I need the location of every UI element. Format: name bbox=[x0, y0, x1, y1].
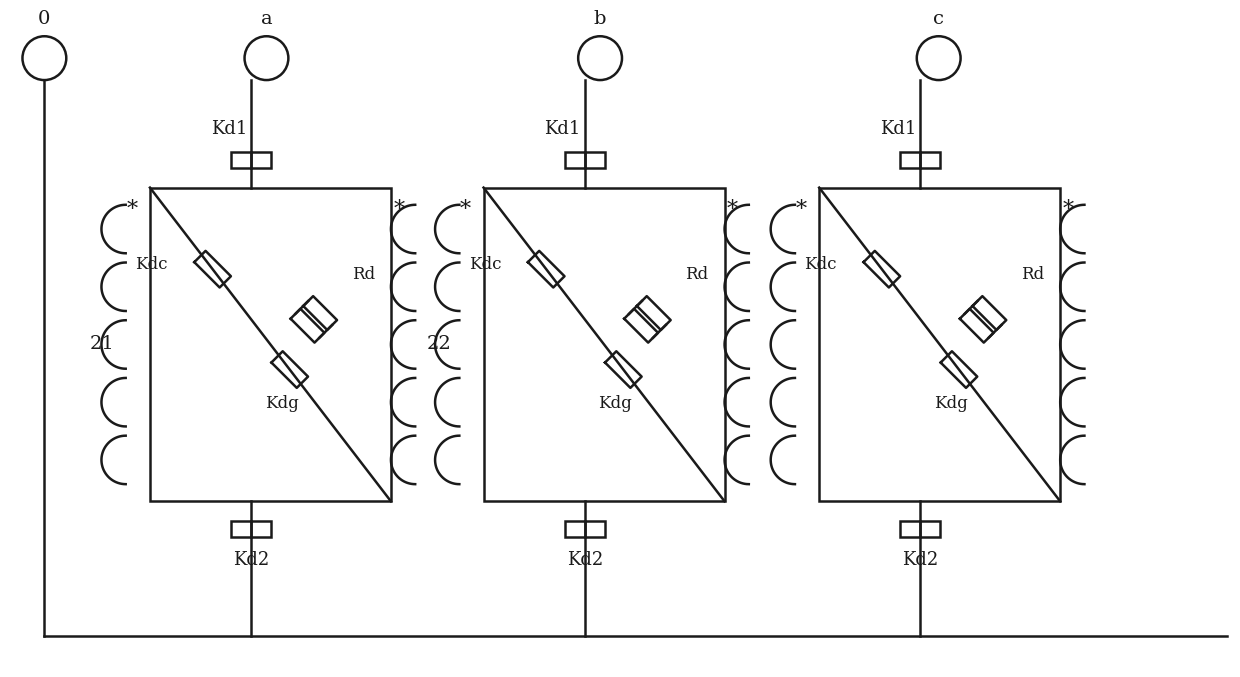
Text: *: * bbox=[796, 198, 807, 221]
Text: *: * bbox=[727, 198, 738, 221]
Bar bbox=[920, 152, 940, 168]
Text: b: b bbox=[594, 10, 606, 28]
Bar bbox=[252, 152, 272, 168]
Bar bbox=[900, 152, 920, 168]
Bar bbox=[252, 521, 272, 537]
Text: Kd2: Kd2 bbox=[233, 551, 269, 569]
Text: 0: 0 bbox=[38, 10, 51, 28]
Bar bbox=[231, 152, 252, 168]
Text: *: * bbox=[460, 198, 471, 221]
Bar bbox=[565, 152, 585, 168]
Bar bbox=[820, 188, 1060, 502]
Text: *: * bbox=[126, 198, 138, 221]
Bar bbox=[565, 521, 585, 537]
Text: Kdc: Kdc bbox=[469, 256, 501, 273]
Text: Kd2: Kd2 bbox=[903, 551, 939, 569]
Text: a: a bbox=[260, 10, 273, 28]
Text: Kdc: Kdc bbox=[135, 256, 167, 273]
Text: *: * bbox=[393, 198, 404, 221]
Text: Kdc: Kdc bbox=[805, 256, 837, 273]
Text: *: * bbox=[1063, 198, 1074, 221]
Text: Kd1: Kd1 bbox=[880, 120, 916, 138]
Text: Kdg: Kdg bbox=[934, 395, 968, 412]
Text: 21: 21 bbox=[89, 336, 114, 353]
Text: Rd: Rd bbox=[1021, 266, 1044, 283]
Bar bbox=[150, 188, 391, 502]
Text: Rd: Rd bbox=[352, 266, 374, 283]
Bar bbox=[231, 521, 252, 537]
Text: Rd: Rd bbox=[686, 266, 708, 283]
Text: Kd1: Kd1 bbox=[211, 120, 247, 138]
Bar bbox=[585, 152, 605, 168]
Bar bbox=[585, 521, 605, 537]
Bar bbox=[920, 521, 940, 537]
Bar bbox=[900, 521, 920, 537]
Text: Kdg: Kdg bbox=[599, 395, 632, 412]
Text: c: c bbox=[934, 10, 944, 28]
Text: Kdg: Kdg bbox=[265, 395, 299, 412]
Bar bbox=[484, 188, 724, 502]
Text: Kd1: Kd1 bbox=[544, 120, 580, 138]
Text: 22: 22 bbox=[427, 336, 451, 353]
Text: Kd2: Kd2 bbox=[567, 551, 603, 569]
